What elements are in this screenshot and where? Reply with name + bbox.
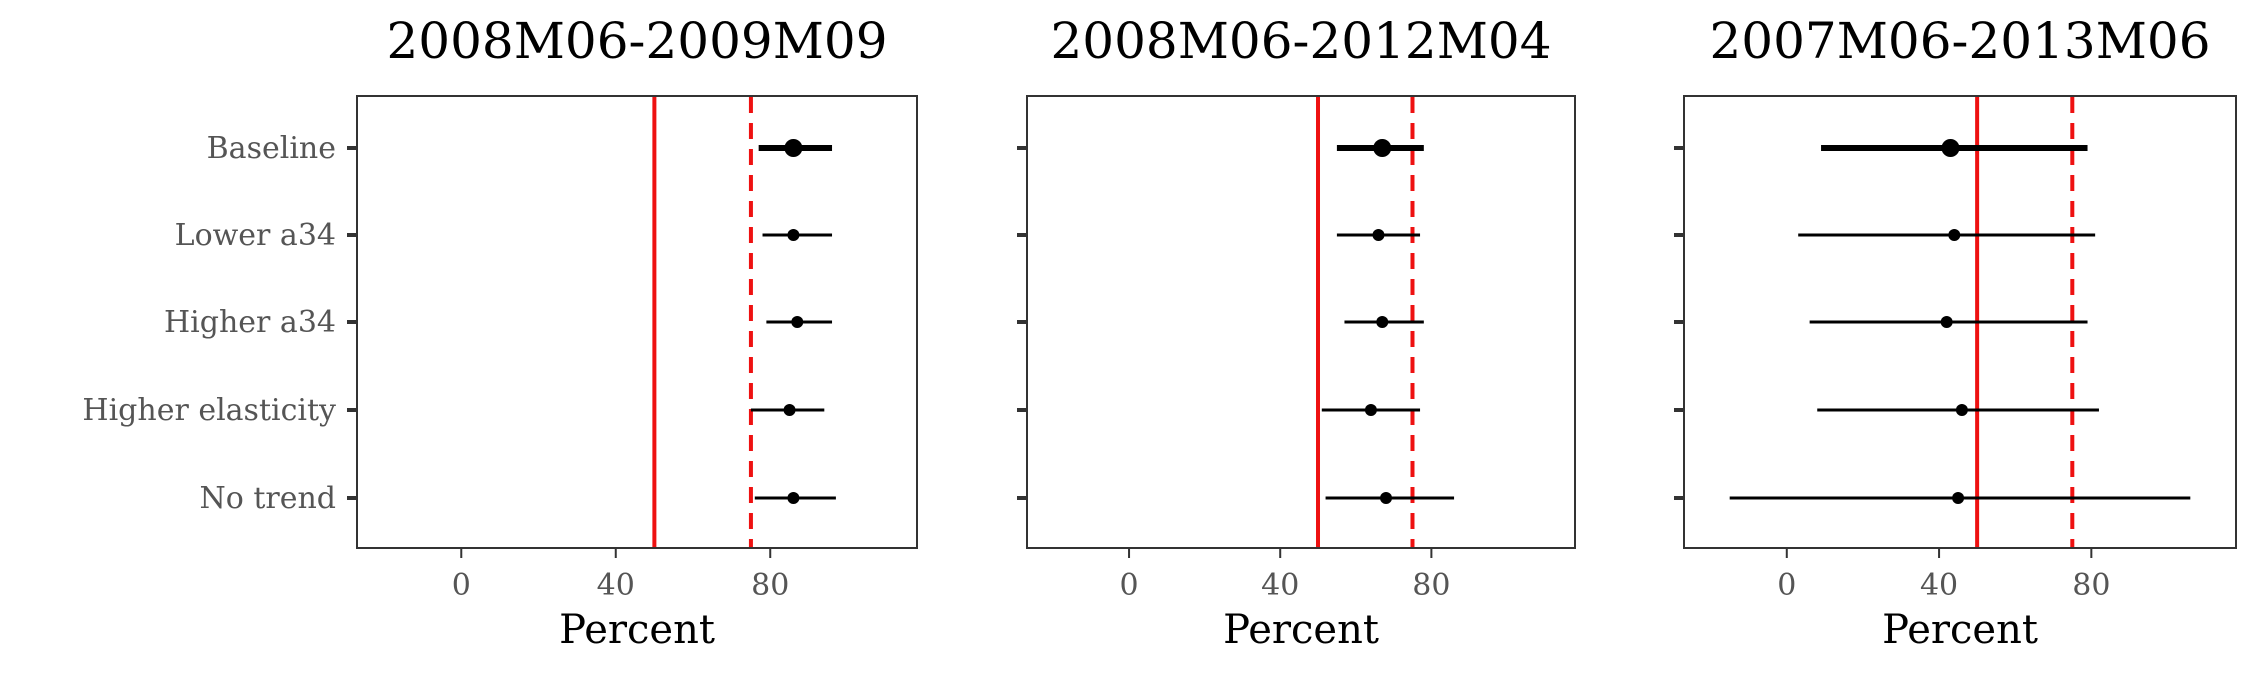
x-tick-label: 80 — [751, 568, 789, 603]
category-label: Lower a34 — [175, 218, 336, 253]
x-tick-label: 40 — [1920, 568, 1958, 603]
panel-frame — [356, 95, 918, 549]
estimate-point — [784, 139, 803, 157]
category-label: No trend — [199, 481, 336, 516]
panel-title: 2008M06-2009M09 — [386, 12, 887, 70]
category-label: Higher elasticity — [82, 393, 336, 428]
estimate-point — [1380, 492, 1393, 504]
category-label: Higher a34 — [164, 305, 336, 340]
x-tick-label: 80 — [2072, 568, 2110, 603]
x-tick-label: 40 — [597, 568, 635, 603]
estimate-point — [787, 492, 800, 504]
x-tick-label: 0 — [1119, 568, 1138, 603]
x-axis-title: Percent — [559, 607, 715, 653]
panel-title: 2008M06-2012M04 — [1050, 12, 1551, 70]
x-tick-label: 0 — [452, 568, 471, 603]
estimate-point — [1364, 404, 1377, 416]
panel-frame — [1026, 95, 1576, 549]
estimate-point — [791, 316, 804, 328]
estimate-point — [1952, 492, 1965, 504]
panel-2: 2008M06-2012M04 0 40 80 Percent — [1017, 12, 1576, 653]
x-tick-label: 80 — [1412, 568, 1450, 603]
x-axis-title: Percent — [1882, 607, 2038, 653]
x-axis-title: Percent — [1223, 607, 1379, 653]
estimate-point — [1372, 229, 1385, 241]
estimate-point — [1373, 139, 1392, 157]
x-tick-label: 40 — [1261, 568, 1299, 603]
panel-3: 2007M06-2013M06 0 40 80 Percent — [1674, 12, 2237, 653]
estimate-point — [783, 404, 796, 416]
estimate-point — [787, 229, 800, 241]
estimate-point — [1940, 316, 1953, 328]
estimate-point — [1376, 316, 1389, 328]
category-label: Baseline — [207, 131, 336, 166]
panel-1: 2008M06-2009M09 0 40 80 Percent — [347, 12, 918, 653]
x-tick-label: 0 — [1777, 568, 1796, 603]
panel-title: 2007M06-2013M06 — [1709, 12, 2210, 70]
estimate-point — [1955, 404, 1968, 416]
estimate-point — [1941, 139, 1960, 157]
estimate-point — [1948, 229, 1961, 241]
